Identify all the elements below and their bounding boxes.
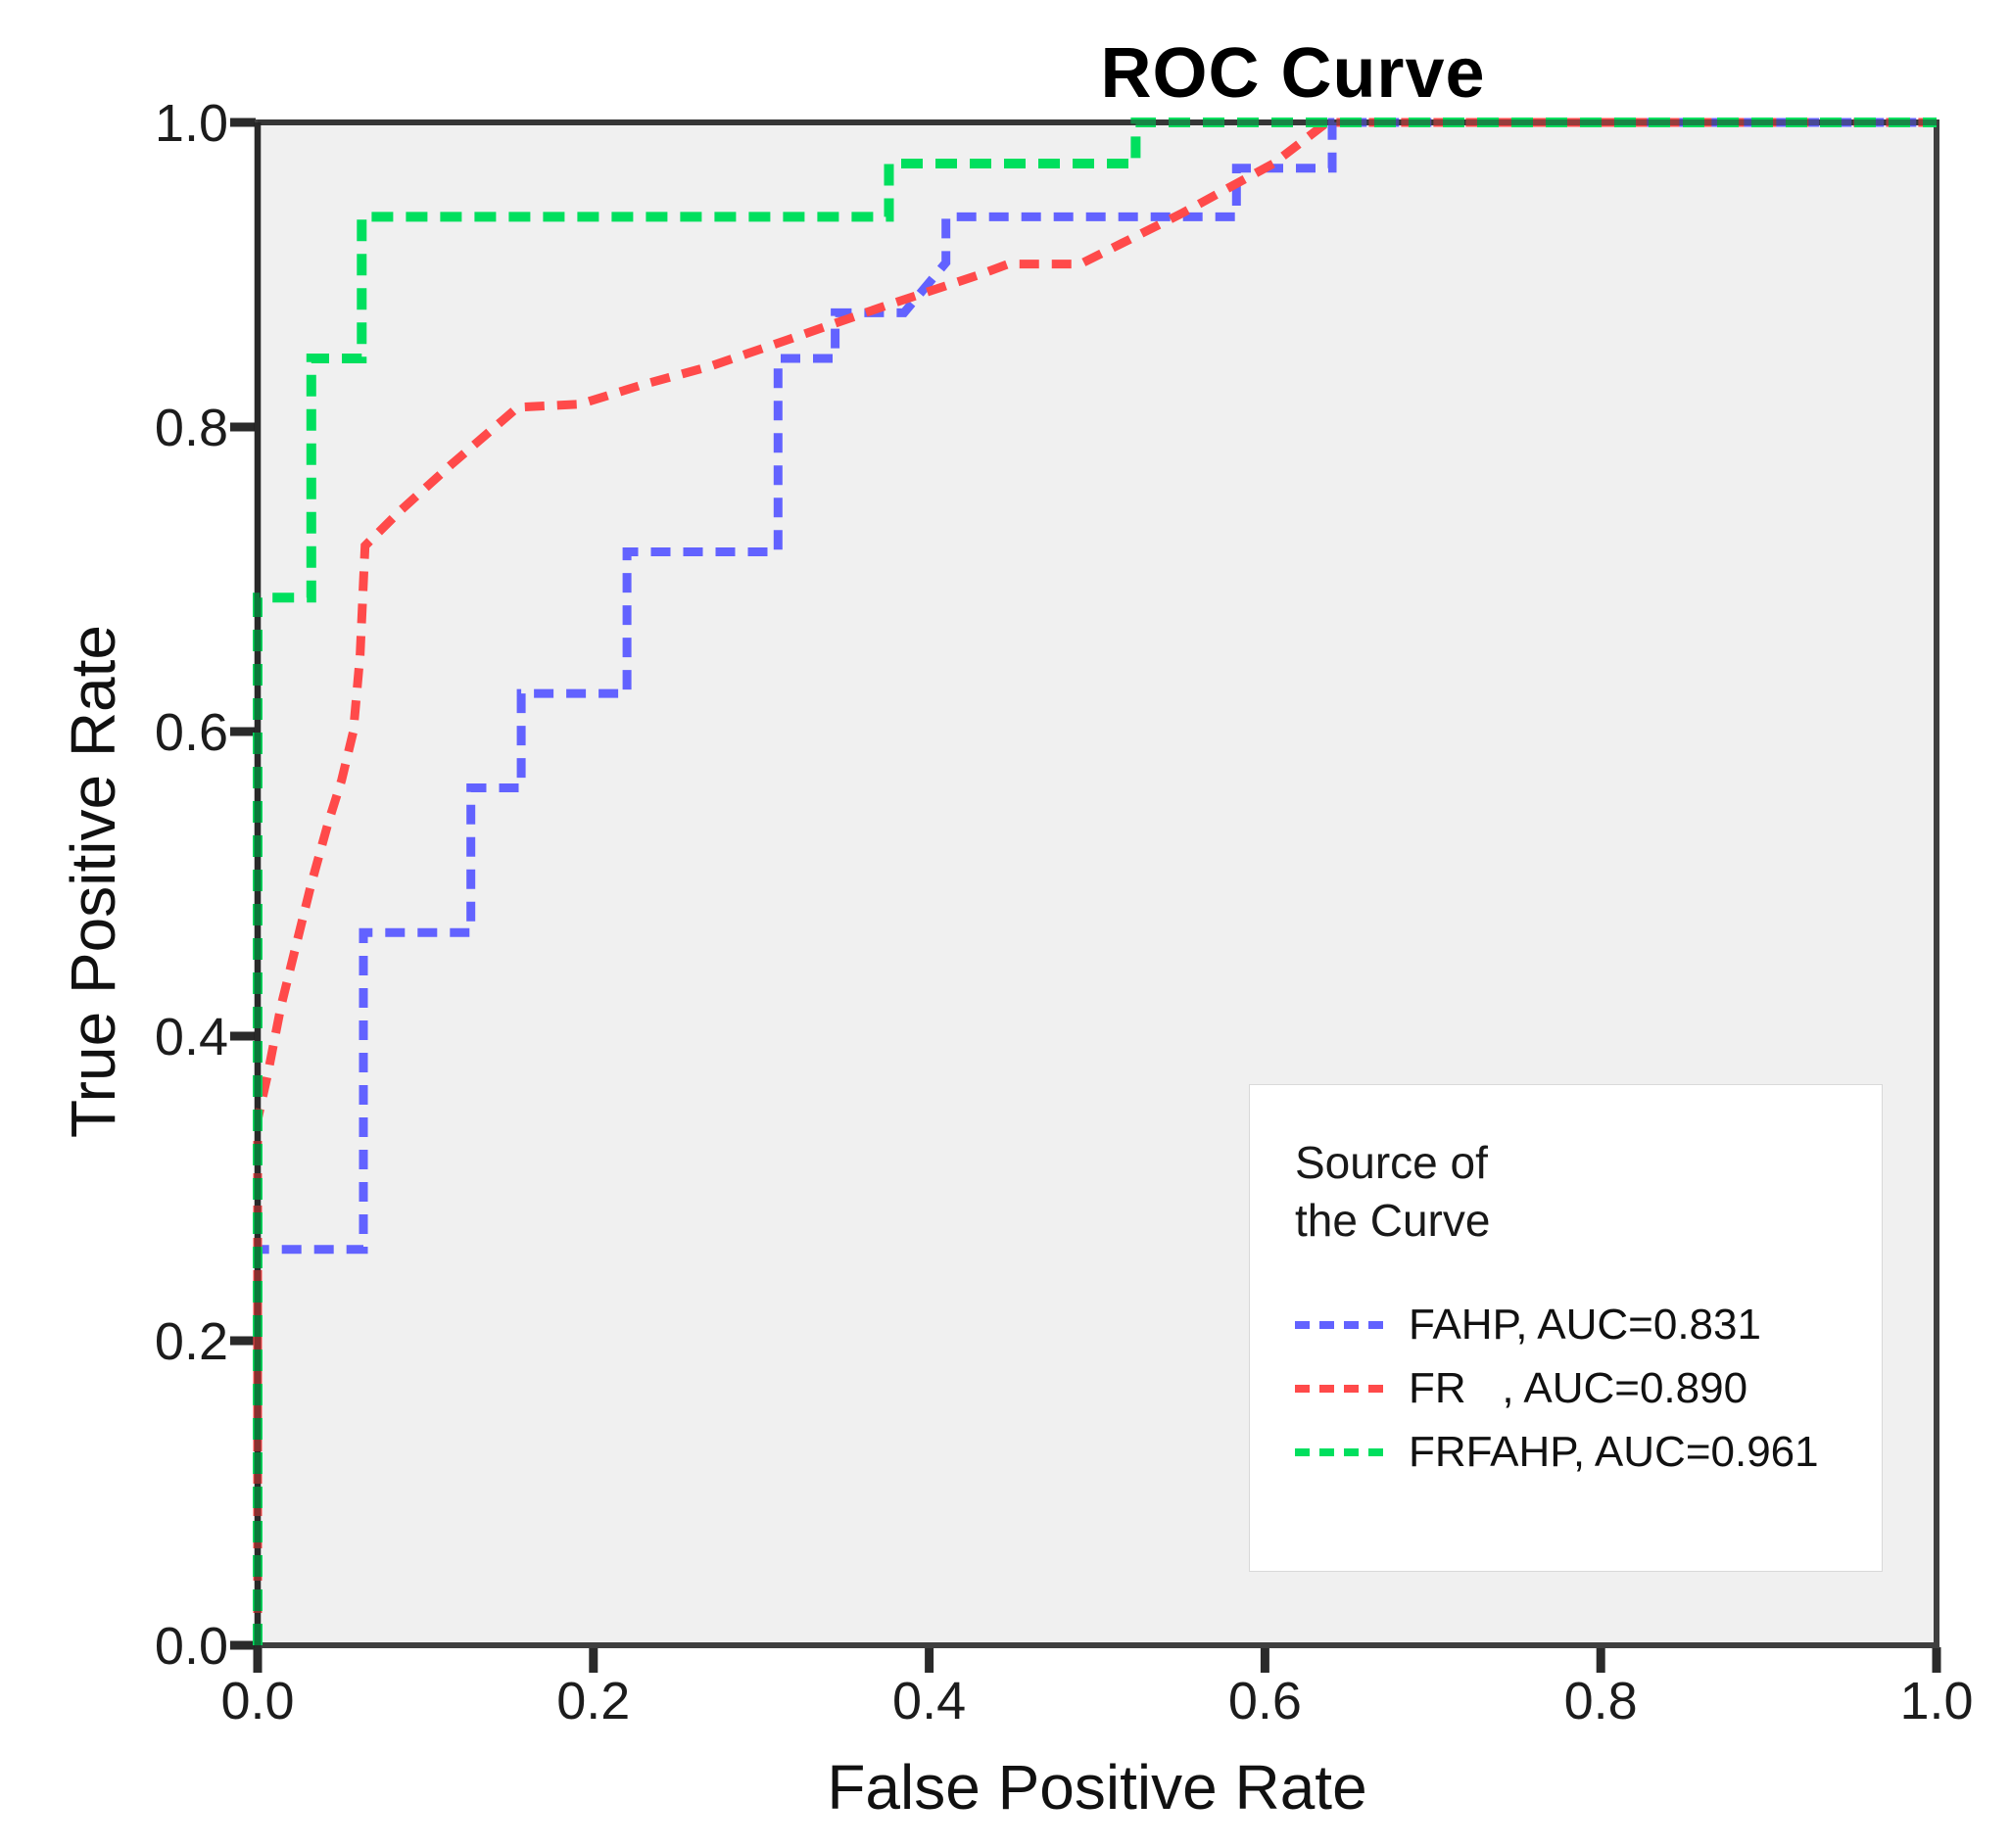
legend-title-line2: the Curve [1295,1195,1491,1246]
y-tick-label: 0.8 [154,399,228,457]
y-tick-label: 1.0 [154,94,228,153]
x-tick-label: 0.2 [556,1672,631,1730]
x-tick-label: 0.0 [220,1672,295,1730]
roc-curve-FR [253,118,1937,1645]
y-tick-label: 0.0 [154,1617,228,1676]
y-tick-label: 0.6 [154,703,228,762]
y-tick-label: 0.4 [154,1008,228,1066]
legend-swatch-FRFAHP [1295,1447,1393,1456]
legend-swatch-FR [1295,1384,1393,1393]
legend-swatch-FAHP [1295,1320,1393,1329]
legend-entry-FRFAHP: FRFAHP, AUC=0.961 [1295,1420,1882,1484]
y-tick-label: 0.2 [154,1312,228,1371]
legend: Source of the Curve FAHP, AUC=0.831 FR , … [1249,1084,1883,1572]
legend-title: Source of the Curve [1295,1134,1882,1250]
x-tick-label: 0.6 [1227,1672,1302,1730]
legend-entry-label: FR , AUC=0.890 [1409,1363,1748,1412]
x-tick-label: 1.0 [1899,1672,1974,1730]
roc-curve-FRFAHP [253,118,1937,1645]
legend-entry-label: FAHP, AUC=0.831 [1409,1300,1761,1349]
chart-title: ROC Curve [1100,34,1486,113]
legend-entry-FAHP: FAHP, AUC=0.831 [1295,1293,1882,1356]
legend-entries: FAHP, AUC=0.831 FR , AUC=0.890 FRFAHP, AUC… [1295,1293,1882,1484]
legend-title-line1: Source of [1295,1137,1488,1188]
roc-curve-FAHP [253,118,1937,1645]
legend-entry-label: FRFAHP, AUC=0.961 [1409,1427,1819,1476]
x-tick-label: 0.4 [892,1672,967,1730]
x-axis-label: False Positive Rate [827,1752,1367,1823]
x-tick-label: 0.8 [1563,1672,1638,1730]
legend-entry-FR: FR , AUC=0.890 [1295,1356,1882,1420]
